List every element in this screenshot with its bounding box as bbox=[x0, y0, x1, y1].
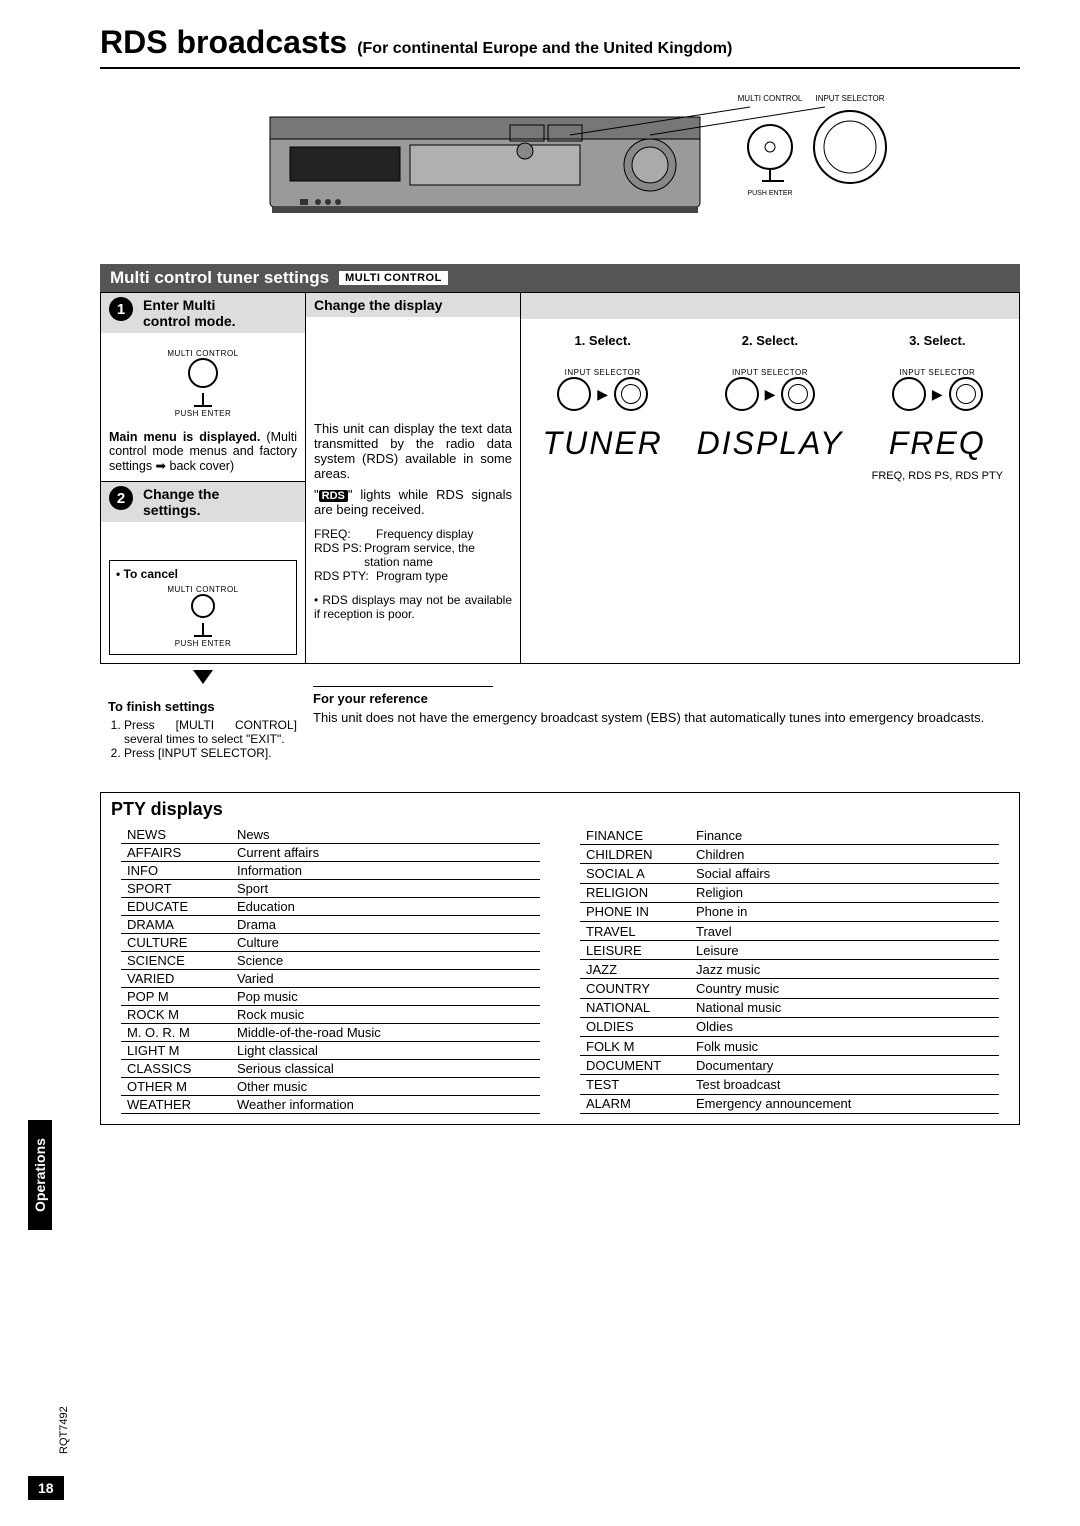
pty-head: PTY displays bbox=[101, 793, 1019, 822]
select-row: 1. Select. INPUT SELECTOR ▶ TUNER 2. Sel… bbox=[521, 319, 1019, 483]
select-3-sub: FREQ, RDS PS, RDS PTY bbox=[864, 470, 1011, 483]
page-number: 18 bbox=[28, 1476, 64, 1500]
table-row: NEWSNews bbox=[121, 826, 540, 844]
display-display: DISPLAY bbox=[696, 425, 843, 462]
table-row: FINANCEFinance bbox=[580, 826, 999, 845]
svg-text:PUSH ENTER: PUSH ENTER bbox=[747, 190, 792, 197]
table-row: TRAVELTravel bbox=[580, 921, 999, 940]
table-row: PHONE INPhone in bbox=[580, 902, 999, 921]
reference-head: For your reference bbox=[313, 686, 493, 706]
finish-block: To finish settings Press [MULTI CONTROL]… bbox=[100, 693, 305, 768]
cancel-box: • To cancel MULTI CONTROL PUSH ENTER bbox=[109, 560, 297, 655]
definitions: FREQ:Frequency display RDS PS:Program se… bbox=[314, 527, 512, 583]
select-1-label: 1. Select. bbox=[529, 333, 676, 348]
table-row: SCIENCEScience bbox=[121, 952, 540, 970]
step2-title-a: Change the bbox=[143, 486, 219, 502]
table-row: VARIEDVaried bbox=[121, 970, 540, 988]
table-row: FOLK MFolk music bbox=[580, 1037, 999, 1056]
cancel-title: • To cancel bbox=[116, 567, 290, 581]
table-row: SOCIAL ASocial affairs bbox=[580, 864, 999, 883]
table-row: CHILDRENChildren bbox=[580, 845, 999, 864]
down-arrow-icon bbox=[100, 670, 305, 687]
pty-table-left: NEWSNewsAFFAIRSCurrent affairsINFOInform… bbox=[121, 826, 540, 1114]
jog-1-icon: ▶ bbox=[529, 377, 676, 411]
pty-section: PTY displays NEWSNewsAFFAIRSCurrent affa… bbox=[100, 792, 1020, 1125]
section-heading: Multi control tuner settings bbox=[110, 268, 329, 288]
table-row: OTHER MOther music bbox=[121, 1078, 540, 1096]
doc-code: RQT7492 bbox=[58, 1406, 70, 1454]
reference-body: This unit does not have the emergency br… bbox=[313, 710, 1012, 725]
main-grid: 1 Enter Multi control mode. MULTI CONTRO… bbox=[100, 292, 1020, 664]
svg-text:INPUT SELECTOR: INPUT SELECTOR bbox=[815, 94, 884, 103]
step1-title-a: Enter Multi bbox=[143, 297, 215, 313]
table-row: NATIONALNational music bbox=[580, 998, 999, 1017]
page-subtitle: (For continental Europe and the United K… bbox=[357, 40, 732, 58]
pty-table-right: FINANCEFinanceCHILDRENChildrenSOCIAL ASo… bbox=[580, 826, 999, 1114]
section-badge: MULTI CONTROL bbox=[339, 271, 448, 285]
select-2-label: 2. Select. bbox=[696, 333, 843, 348]
table-row: DRAMADrama bbox=[121, 916, 540, 934]
table-row: ALARMEmergency announcement bbox=[580, 1094, 999, 1113]
table-row: POP MPop music bbox=[121, 988, 540, 1006]
step1-title-b: control mode. bbox=[143, 313, 236, 329]
rds-badge: RDS bbox=[319, 490, 348, 502]
table-row: TESTTest broadcast bbox=[580, 1075, 999, 1094]
table-row: SPORTSport bbox=[121, 880, 540, 898]
table-row: CLASSICSSerious classical bbox=[121, 1060, 540, 1078]
table-row: INFOInformation bbox=[121, 862, 540, 880]
table-row: LEISURELeisure bbox=[580, 941, 999, 960]
table-row: ROCK MRock music bbox=[121, 1006, 540, 1024]
select-3-label: 3. Select. bbox=[864, 333, 1011, 348]
step-1-icon: 1 bbox=[109, 297, 133, 321]
step-2-icon: 2 bbox=[109, 486, 133, 510]
table-row: CULTURECulture bbox=[121, 934, 540, 952]
page-title: RDS broadcasts bbox=[100, 24, 347, 61]
display-freq: FREQ bbox=[864, 425, 1011, 462]
multi-control-label: MULTI CONTROL bbox=[738, 94, 803, 103]
section-bar: Multi control tuner settings MULTI CONTR… bbox=[100, 264, 1020, 292]
table-row: M. O. R. MMiddle-of-the-road Music bbox=[121, 1024, 540, 1042]
page-title-row: RDS broadcasts (For continental Europe a… bbox=[100, 24, 1020, 69]
table-row: OLDIESOldies bbox=[580, 1017, 999, 1036]
table-row: COUNTRYCountry music bbox=[580, 979, 999, 998]
step2-title-b: settings. bbox=[143, 502, 201, 518]
table-row: RELIGIONReligion bbox=[580, 883, 999, 902]
jog-3-icon: ▶ bbox=[864, 377, 1011, 411]
center-para1: This unit can display the text data tran… bbox=[314, 421, 512, 481]
table-row: WEATHERWeather information bbox=[121, 1096, 540, 1114]
center-head: Change the display bbox=[306, 293, 520, 317]
display-tuner: TUNER bbox=[529, 425, 676, 462]
center-note: • RDS displays may not be available if r… bbox=[314, 593, 512, 621]
table-row: DOCUMENTDocumentary bbox=[580, 1056, 999, 1075]
jog-2-icon: ▶ bbox=[696, 377, 843, 411]
table-row: LIGHT MLight classical bbox=[121, 1042, 540, 1060]
table-row: EDUCATEEducation bbox=[121, 898, 540, 916]
main-menu-bold: Main menu is displayed. bbox=[109, 430, 260, 444]
finish-step-1: Press [MULTI CONTROL] several times to s… bbox=[124, 718, 297, 746]
table-row: JAZZJazz music bbox=[580, 960, 999, 979]
finish-step-2: Press [INPUT SELECTOR]. bbox=[124, 746, 297, 760]
multi-control-icon: MULTI CONTROL PUSH ENTER bbox=[109, 349, 297, 418]
device-figure: MULTI CONTROL PUSH ENTER INPUT SELECTOR bbox=[100, 87, 1020, 240]
side-tab: Operations bbox=[28, 1120, 52, 1230]
table-row: AFFAIRSCurrent affairs bbox=[121, 844, 540, 862]
